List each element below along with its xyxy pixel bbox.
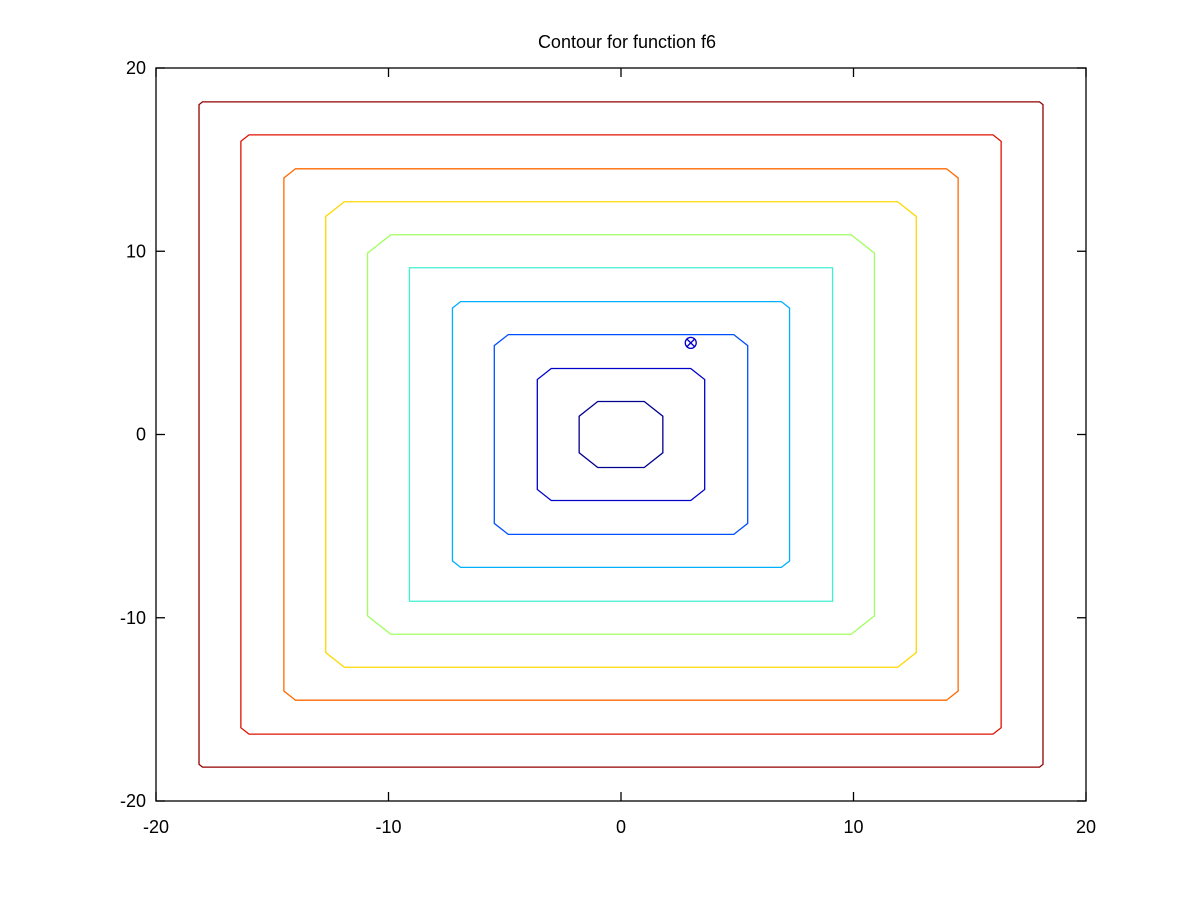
contour-lines <box>198 101 1044 768</box>
y-tick-label: 20 <box>126 58 146 78</box>
marker-circle <box>684 336 697 350</box>
contour-level-8 <box>283 168 959 701</box>
contour-level-3 <box>493 333 749 536</box>
contour-level-6 <box>366 234 876 635</box>
optimum-markers <box>684 336 697 350</box>
contour-level-9 <box>240 134 1002 735</box>
plot-frame <box>155 67 1087 802</box>
y-tick-label: 10 <box>126 241 146 261</box>
y-tick-label: -10 <box>120 608 146 628</box>
contour-level-2 <box>536 367 706 502</box>
optimum-marker <box>684 336 697 350</box>
x-tick-label: -10 <box>375 817 401 837</box>
contour-level-5 <box>408 267 834 602</box>
contour-level-1 <box>578 400 664 469</box>
x-tick-label: 0 <box>616 817 626 837</box>
x-tick-labels: -20 -10 0 10 20 <box>143 817 1096 837</box>
x-tick-label: 20 <box>1076 817 1096 837</box>
y-tick-label: -20 <box>120 791 146 811</box>
y-tick-label: 0 <box>136 425 146 445</box>
contour-level-4 <box>451 300 791 569</box>
contour-level-7 <box>325 201 917 668</box>
y-tick-labels: -20 -10 0 10 20 <box>120 58 146 811</box>
axis-ticks <box>155 67 1087 802</box>
contour-level-10 <box>198 101 1044 768</box>
marker-cross <box>686 338 696 348</box>
x-tick-label: -20 <box>143 817 169 837</box>
chart-title: Contour for function f6 <box>538 32 716 52</box>
x-tick-label: 10 <box>843 817 863 837</box>
